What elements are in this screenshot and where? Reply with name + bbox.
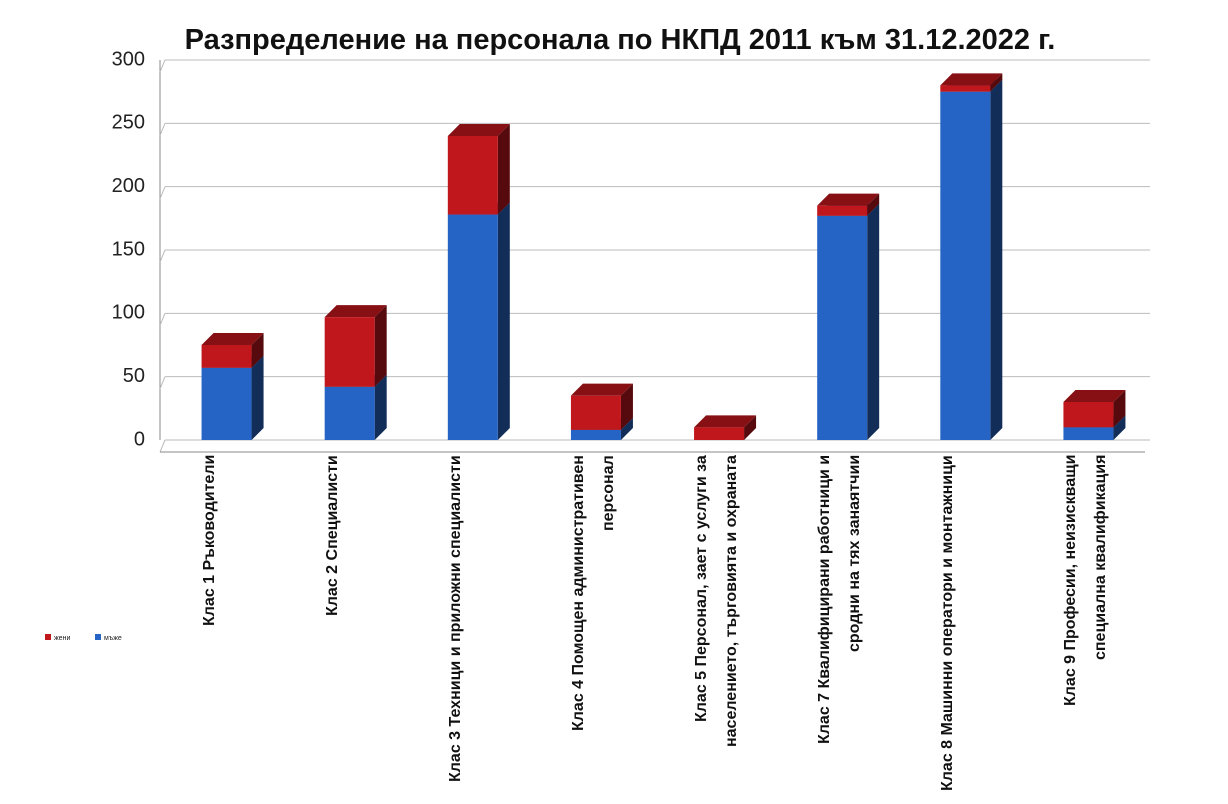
legend-swatch [45, 634, 51, 640]
bar-top [324, 305, 387, 318]
x-tick-label: Клас 9 Професии, неизискващи специална к… [1062, 455, 1110, 707]
bar-side [867, 203, 880, 440]
grid-depth [159, 59, 166, 73]
bar [940, 91, 991, 441]
y-tick-label: 0 [134, 428, 145, 450]
legend-label: жени [54, 635, 70, 642]
bar [1063, 427, 1114, 440]
x-tick-label: Клас 8 Машинни оператори и монтажници [939, 455, 957, 791]
y-tick-label: 50 [123, 365, 145, 387]
bar-side [1113, 390, 1126, 428]
y-tick-label: 200 [112, 175, 145, 197]
bar-side [251, 333, 264, 368]
bar-side [990, 79, 1003, 441]
grid-depth [159, 439, 166, 453]
bar-side [1113, 415, 1126, 440]
bar-side [251, 355, 264, 440]
bar [447, 214, 498, 440]
grid-depth [159, 313, 166, 326]
x-tick-label: Клас 7 Квалифицирани работници и сродни … [816, 455, 864, 745]
bar [201, 345, 252, 368]
bar-top [817, 193, 880, 206]
x-tick-label: Клас 4 Помощен административен персонал [569, 455, 617, 731]
x-tick-label: Клас 1 Ръководители [200, 455, 218, 627]
bar-side [620, 417, 633, 440]
x-tick-label: Клас 5 Персонал, зает с услуги за населе… [693, 455, 741, 747]
bar [694, 427, 745, 440]
bar [324, 386, 375, 440]
bar-side [990, 73, 1003, 92]
bar-top [1063, 390, 1126, 402]
bar [570, 395, 621, 430]
x-tick-label: Клас 3 Техници и приложни специалисти [446, 455, 464, 782]
y-tick-label: 250 [112, 112, 145, 134]
bar-side [374, 374, 387, 440]
bar [1063, 402, 1114, 428]
bar-top [694, 415, 757, 428]
y-tick-label: 100 [112, 302, 145, 324]
bar-side [744, 415, 757, 440]
grid-depth [159, 376, 166, 389]
bar-top [570, 383, 633, 396]
bar [447, 136, 498, 215]
bar-side [497, 202, 510, 440]
bar-side [620, 383, 633, 430]
y-tick-label: 300 [112, 48, 145, 70]
legend-label: мъже [104, 635, 122, 642]
bar [324, 317, 375, 387]
x-tick-label: Клас 2 Специалисти [323, 455, 341, 616]
bar-top [940, 73, 1003, 86]
grid-depth [159, 186, 166, 199]
bar [817, 215, 868, 440]
bar-side [867, 193, 880, 216]
bar-side [497, 124, 510, 215]
chart-title: Разпределение на персонала по НКПД 2011 … [184, 24, 1056, 56]
bar [201, 367, 252, 440]
grid-depth [159, 249, 166, 263]
bar-top [447, 124, 510, 136]
legend-swatch [95, 634, 101, 640]
bar [940, 85, 991, 92]
bar [817, 205, 868, 216]
grid-depth [159, 123, 166, 136]
bar [570, 429, 621, 440]
bar-top [201, 333, 264, 345]
y-tick-label: 150 [112, 238, 145, 260]
bar-side [374, 305, 387, 387]
